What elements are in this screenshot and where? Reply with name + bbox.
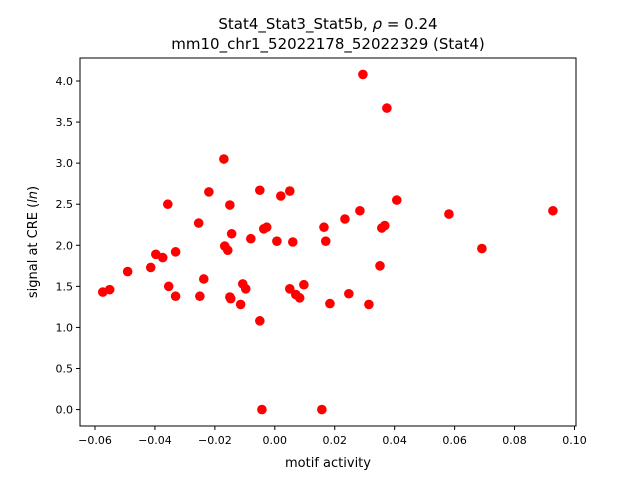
data-point bbox=[284, 284, 295, 294]
data-point bbox=[317, 404, 327, 415]
y-tick-label: 1.0 bbox=[56, 321, 74, 334]
data-point bbox=[193, 218, 204, 228]
data-point bbox=[340, 214, 350, 224]
data-point bbox=[294, 293, 305, 303]
x-tick-label: −0.04 bbox=[138, 434, 172, 447]
data-point bbox=[104, 284, 115, 295]
data-point bbox=[170, 247, 181, 257]
data-point bbox=[246, 233, 256, 244]
data-point bbox=[219, 154, 229, 164]
x-tick-label: −0.02 bbox=[198, 434, 232, 447]
data-point bbox=[235, 299, 246, 310]
x-tick-label: −0.06 bbox=[78, 434, 112, 447]
data-point bbox=[198, 274, 209, 284]
data-point bbox=[325, 298, 335, 309]
data-point bbox=[163, 199, 173, 210]
data-point bbox=[319, 222, 329, 233]
x-tick-label: 0.06 bbox=[442, 434, 467, 447]
y-tick-label: 3.0 bbox=[56, 157, 74, 170]
data-point bbox=[257, 404, 267, 415]
data-point bbox=[255, 316, 265, 326]
x-tick-label: 0.00 bbox=[263, 434, 288, 447]
data-point bbox=[320, 236, 331, 246]
y-tick-label: 1.5 bbox=[56, 280, 74, 293]
data-point bbox=[477, 243, 487, 254]
data-point bbox=[272, 236, 282, 246]
data-point bbox=[299, 279, 309, 290]
y-tick-label: 3.5 bbox=[56, 116, 74, 129]
y-tick-label: 0.5 bbox=[56, 363, 74, 376]
data-point bbox=[222, 245, 233, 256]
data-point bbox=[355, 205, 365, 216]
data-point bbox=[344, 288, 354, 299]
data-point bbox=[444, 209, 454, 219]
x-tick-label: 0.08 bbox=[502, 434, 527, 447]
data-point bbox=[122, 266, 133, 277]
data-point bbox=[382, 103, 392, 113]
data-point bbox=[284, 186, 295, 196]
data-point bbox=[157, 252, 168, 263]
y-tick-label: 2.5 bbox=[56, 198, 74, 211]
data-point bbox=[204, 187, 214, 197]
y-tick-label: 0.0 bbox=[56, 404, 74, 417]
axes-frame bbox=[79, 57, 577, 427]
data-point bbox=[170, 291, 181, 302]
x-tick-label: 0.04 bbox=[382, 434, 407, 447]
data-point bbox=[364, 299, 374, 310]
data-point bbox=[225, 200, 235, 210]
x-axis-label: motif activity bbox=[285, 456, 371, 471]
data-point bbox=[358, 69, 368, 80]
data-point bbox=[275, 191, 286, 201]
x-tick-label: 0.10 bbox=[562, 434, 587, 447]
data-point bbox=[240, 284, 251, 294]
data-point bbox=[261, 222, 272, 233]
data-point bbox=[195, 291, 205, 302]
chart-title-line1: Stat4_Stat3_Stat5b, ρ = 0.24 bbox=[218, 15, 437, 34]
y-tick-label: 4.0 bbox=[56, 75, 74, 88]
data-point bbox=[255, 185, 265, 196]
data-point bbox=[287, 237, 298, 247]
y-axis-label: signal at CRE (ln) bbox=[26, 186, 41, 298]
chart-title-line2: mm10_chr1_52022178_52022329 (Stat4) bbox=[171, 35, 484, 54]
data-point bbox=[379, 220, 390, 231]
y-tick-label: 2.0 bbox=[56, 239, 74, 252]
data-point bbox=[375, 261, 385, 271]
data-point bbox=[391, 195, 402, 205]
x-tick-label: 0.02 bbox=[322, 434, 347, 447]
data-point bbox=[225, 293, 236, 304]
data-point bbox=[145, 262, 156, 273]
data-point bbox=[226, 228, 237, 239]
data-point bbox=[548, 205, 558, 216]
data-point bbox=[163, 281, 174, 292]
